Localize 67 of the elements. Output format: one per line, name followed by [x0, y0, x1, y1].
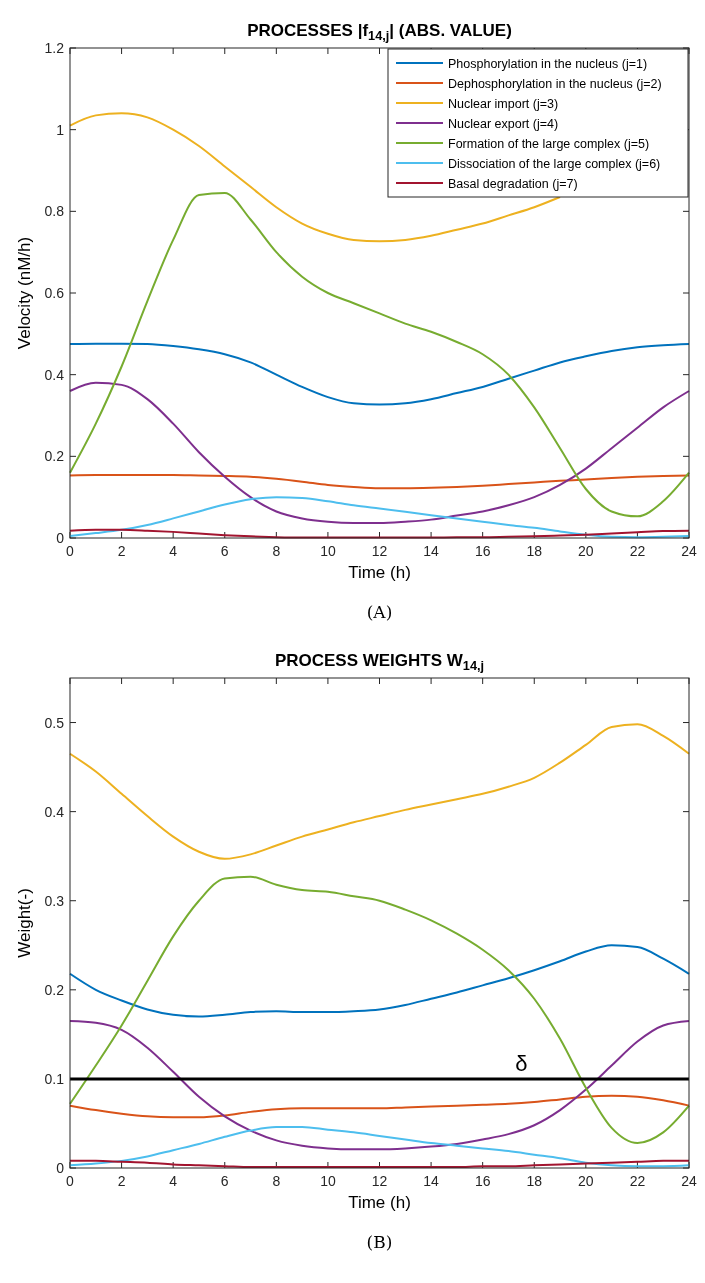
line-series	[69, 381, 690, 524]
x-tick-label: 22	[629, 1173, 646, 1189]
y-axis-title: Weight(-)	[15, 888, 34, 958]
y-tick-label: 0.5	[44, 714, 65, 731]
y-tick-label: 0	[56, 1160, 65, 1176]
y-tick-label: 1.2	[44, 40, 65, 56]
x-tick-label: 18	[526, 1173, 543, 1189]
y-tick-label: 0.2	[44, 981, 65, 998]
line-series	[69, 342, 690, 406]
legend-label: Phosphorylation in the nucleus (j=1)	[448, 57, 648, 71]
y-tick-label: 0.2	[44, 448, 65, 465]
legend-label: Dephosphorylation in the nucleus (j=2)	[448, 77, 662, 91]
legend-label: Nuclear export (j=4)	[448, 117, 559, 131]
legend-label: Dissociation of the large complex (j=6)	[448, 157, 661, 171]
y-tick-label: 0.8	[44, 203, 65, 220]
y-tick-label: 0.3	[44, 892, 65, 909]
y-tick-label: 0	[56, 530, 65, 546]
x-tick-label: 12	[371, 543, 388, 559]
line-series	[69, 1126, 690, 1168]
x-tick-label: 10	[320, 1173, 336, 1189]
x-tick-label: 16	[474, 1173, 491, 1189]
x-tick-label: 18	[526, 543, 543, 559]
x-tick-label: 14	[423, 543, 440, 559]
x-tick-label: 24	[681, 543, 697, 559]
ref-line-label: δ	[515, 1050, 528, 1076]
line-series	[69, 1159, 690, 1169]
x-tick-label: 4	[169, 543, 178, 559]
legend-label: Nuclear import (j=3)	[448, 97, 559, 111]
chart-title: PROCESS WEIGHTS W$_{14,j}$	[274, 651, 485, 673]
x-tick-label: 8	[272, 1173, 281, 1189]
line-series	[69, 875, 690, 1145]
x-tick-label: 12	[371, 1173, 388, 1189]
y-tick-label: 0.4	[44, 803, 65, 820]
x-tick-label: 0	[66, 543, 75, 559]
chart-title: PROCESSES |f$_{14,j}$| (ABS. VALUE)	[247, 21, 512, 43]
x-tick-label: 20	[578, 543, 594, 559]
line-series	[69, 723, 690, 860]
line-series	[69, 1020, 690, 1151]
legend-label: Basal degradation (j=7)	[448, 177, 578, 191]
x-tick-label: 2	[117, 543, 126, 559]
x-axis-title: Time (h)	[348, 563, 411, 582]
x-tick-label: 10	[320, 543, 336, 559]
x-tick-label: 4	[169, 1173, 178, 1189]
line-series	[69, 191, 690, 518]
text: (B)	[366, 1232, 393, 1252]
line-series	[69, 944, 690, 1018]
y-tick-label: 0.6	[44, 285, 65, 301]
x-tick-label: 14	[423, 1173, 440, 1189]
line-series	[69, 496, 690, 539]
line-series	[69, 474, 690, 490]
legend-label: Formation of the large complex (j=5)	[448, 137, 650, 151]
x-tick-label: 22	[629, 543, 646, 559]
x-tick-label: 0	[66, 1173, 75, 1189]
y-tick-label: 0.1	[44, 1070, 65, 1087]
line-series	[69, 1094, 690, 1119]
y-tick-label: 1	[56, 121, 65, 138]
x-tick-label: 20	[578, 1173, 594, 1189]
y-axis-title: Velocity (nM/h)	[15, 236, 34, 350]
x-tick-label: 16	[474, 543, 491, 559]
x-tick-label: 6	[220, 543, 229, 559]
x-axis-title: Time (h)	[348, 1193, 411, 1212]
x-tick-label: 2	[117, 1173, 126, 1189]
x-tick-label: 6	[220, 1173, 229, 1189]
x-tick-label: 8	[272, 543, 281, 559]
y-tick-label: 0.4	[44, 366, 65, 383]
x-tick-label: 24	[681, 1173, 697, 1189]
text: (A)	[366, 602, 393, 622]
